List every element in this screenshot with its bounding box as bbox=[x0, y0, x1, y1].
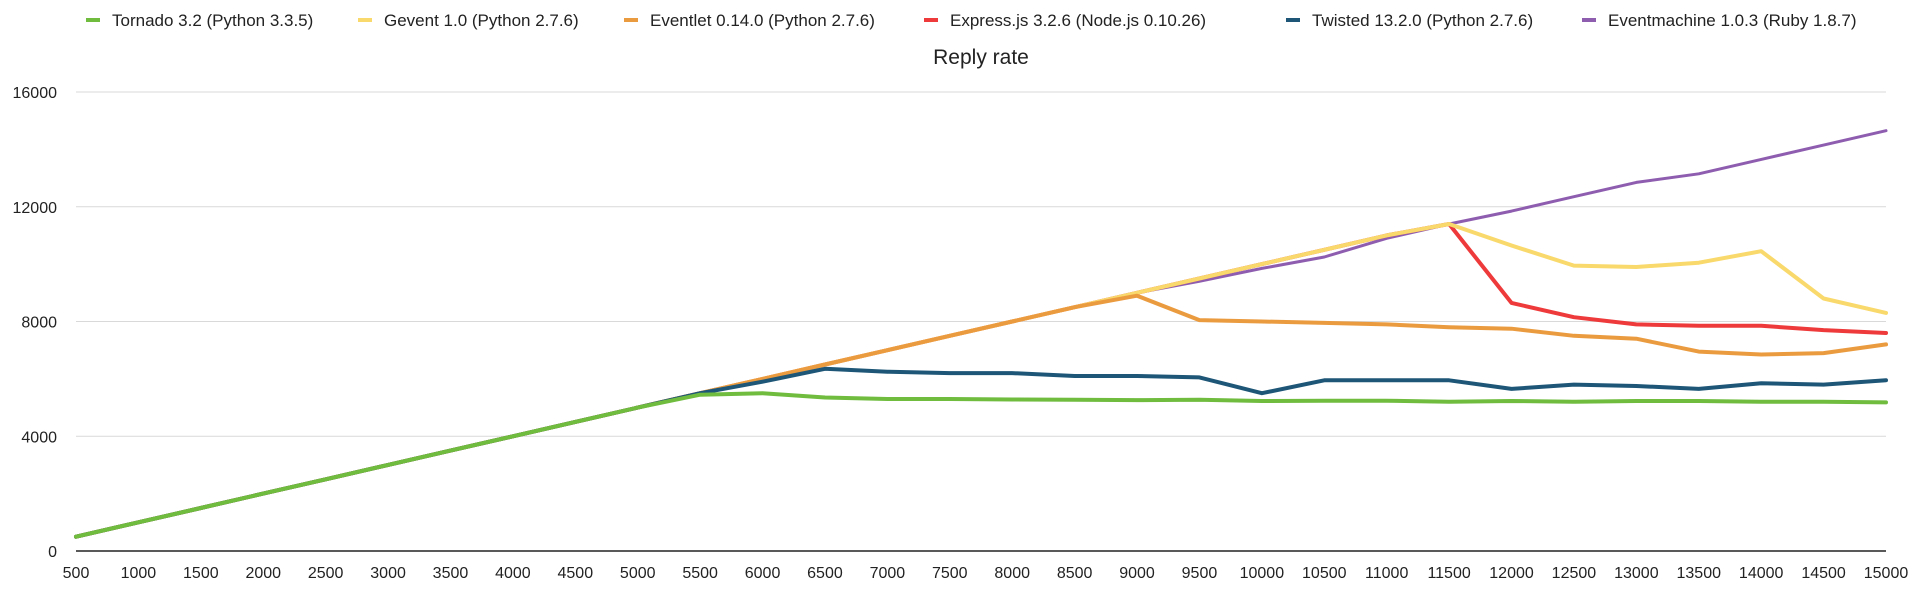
legend-label: Eventlet 0.14.0 (Python 2.7.6) bbox=[650, 11, 875, 30]
x-tick-label: 2000 bbox=[245, 565, 281, 582]
series-line-1 bbox=[74, 222, 1888, 539]
x-tick-label: 14000 bbox=[1739, 565, 1784, 582]
x-tick-label: 1500 bbox=[183, 565, 219, 582]
series-line-3 bbox=[74, 293, 1888, 539]
x-tick-label: 8000 bbox=[994, 565, 1030, 582]
y-tick-label: 8000 bbox=[21, 315, 57, 332]
axes: 0 4000 8000 12000 16000 500 1000 1500 2000 2500 30… bbox=[13, 85, 1909, 582]
x-tick-label: 3000 bbox=[370, 565, 406, 582]
x-tick-label: 5500 bbox=[682, 565, 718, 582]
gridlines bbox=[76, 91, 1886, 437]
x-tick-label: 7000 bbox=[870, 565, 906, 582]
x-tick-label: 4000 bbox=[495, 565, 531, 582]
x-tick-label: 12000 bbox=[1489, 565, 1534, 582]
y-tick-label: 0 bbox=[48, 544, 57, 561]
x-tick-label: 13000 bbox=[1614, 565, 1659, 582]
x-tick-label: 3500 bbox=[433, 565, 469, 582]
legend-label: Tornado 3.2 (Python 3.3.5) bbox=[112, 11, 313, 30]
series-lines bbox=[74, 129, 1888, 539]
x-tick-label: 15000 bbox=[1864, 565, 1909, 582]
x-tick-label: 13500 bbox=[1677, 565, 1722, 582]
x-tick-label: 7500 bbox=[932, 565, 968, 582]
x-tick-label: 12500 bbox=[1552, 565, 1597, 582]
x-tick-label: 14500 bbox=[1801, 565, 1846, 582]
x-tick-label: 8500 bbox=[1057, 565, 1093, 582]
x-tick-label: 6500 bbox=[807, 565, 843, 582]
legend-label: Twisted 13.2.0 (Python 2.7.6) bbox=[1312, 11, 1533, 30]
legend-label: Eventmachine 1.0.3 (Ruby 1.8.7) bbox=[1608, 11, 1857, 30]
x-tick-label: 2500 bbox=[308, 565, 344, 582]
x-tick-label: 9500 bbox=[1182, 565, 1218, 582]
x-tick-label: 1000 bbox=[121, 565, 157, 582]
series-line-2 bbox=[74, 222, 1888, 539]
x-tick-label: 500 bbox=[63, 565, 90, 582]
x-tick-label: 6000 bbox=[745, 565, 781, 582]
x-tick-label: 11500 bbox=[1427, 565, 1470, 582]
y-tick-label: 16000 bbox=[13, 85, 58, 102]
x-tick-label: 11000 bbox=[1365, 565, 1408, 582]
chart-title: Reply rate bbox=[933, 46, 1029, 69]
y-tick-label: 12000 bbox=[13, 200, 58, 217]
x-tick-label: 10000 bbox=[1240, 565, 1285, 582]
y-tick-label: 4000 bbox=[21, 429, 57, 446]
legend-label: Gevent 1.0 (Python 2.7.6) bbox=[384, 11, 579, 30]
series-line-5 bbox=[74, 391, 1888, 539]
x-tick-label: 5000 bbox=[620, 565, 656, 582]
x-tick-label: 9000 bbox=[1119, 565, 1155, 582]
legend-label: Express.js 3.2.6 (Node.js 0.10.26) bbox=[950, 11, 1206, 30]
x-tick-label: 4500 bbox=[558, 565, 594, 582]
series-line-4 bbox=[74, 366, 1888, 539]
legend: Tornado 3.2 (Python 3.3.5) Gevent 1.0 (Py… bbox=[86, 11, 1857, 30]
x-tick-label: 10500 bbox=[1302, 565, 1347, 582]
